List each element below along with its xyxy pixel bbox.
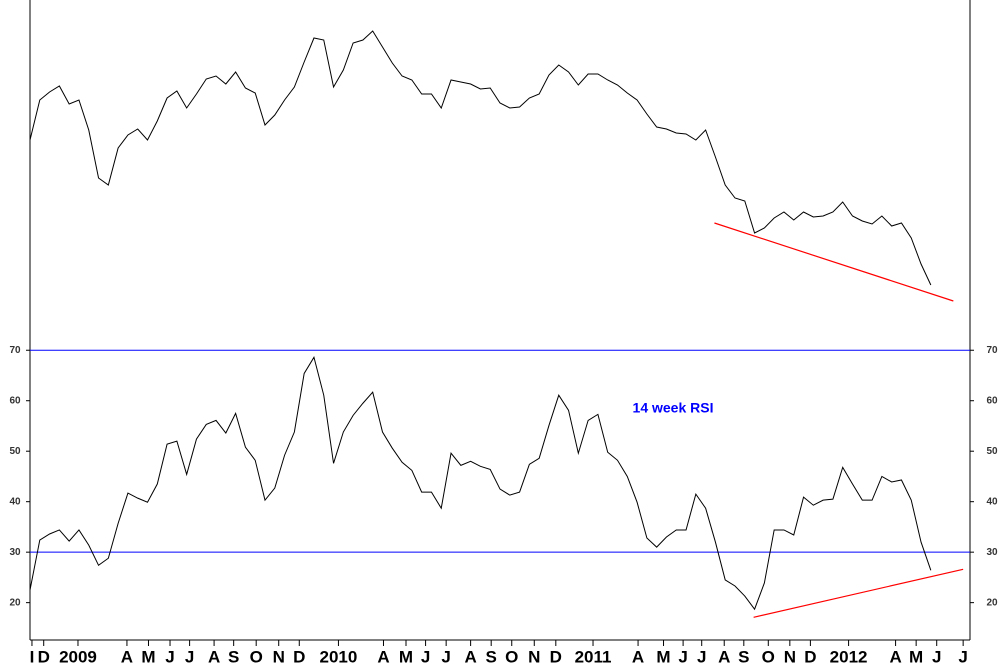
x-tick-label: O [505,647,518,666]
x-tick-label: A [632,647,644,666]
x-tick-label: S [486,647,497,666]
x-tick-label: N [528,647,540,666]
price-line [29,30,932,286]
x-tick-label: J [958,647,967,666]
y-tick-label-right: 60 [986,395,998,406]
x-tick-label: J [697,647,706,666]
x-tick-label: J [678,647,687,666]
x-tick-label: S [228,647,239,666]
x-tick-label: J [441,647,450,666]
x-tick-label: S [738,647,749,666]
y-tick-label: 20 [9,597,21,608]
x-tick-label: A [377,647,389,666]
x-tick-label: I [30,647,35,666]
x-tick-label: A [208,647,220,666]
x-tick-label: O [250,647,263,666]
y-tick-label: 40 [9,496,21,507]
annotation: 14 week RSI [633,400,714,416]
x-tick-label: J [185,647,194,666]
y-tick-label: 50 [9,446,21,457]
x-tick-label: N [784,647,796,666]
x-tick-label: D [550,647,562,666]
x-tick-label: A [889,647,901,666]
x-tick-label: M [141,647,155,666]
x-tick-label: A [464,647,476,666]
x-tick-label: 2009 [59,647,97,666]
x-tick-label: A [121,647,133,666]
y-tick-label-right: 50 [986,446,998,457]
y-tick-label: 60 [9,395,21,406]
x-tick-label: J [932,647,941,666]
x-tick-label: 2011 [575,647,612,666]
x-tick-label: D [293,647,305,666]
x-tick-label: O [762,647,775,666]
x-tick-label: 2010 [320,647,358,666]
x-tick-label: J [421,647,430,666]
x-tick-label: M [909,647,923,666]
price-line [29,356,932,611]
trend-line [753,568,964,618]
y-tick-label-right: 20 [986,597,998,608]
x-tick-label: M [399,647,413,666]
y-tick-label-right: 30 [986,547,998,558]
y-tick-label-right: 40 [986,496,998,507]
y-tick-label: 70 [9,345,21,356]
x-tick-label: D [804,647,816,666]
y-tick-label: 30 [9,547,21,558]
x-tick-label: N [273,647,285,666]
x-tick-label: 2012 [830,647,868,666]
y-tick-label-right: 70 [986,345,998,356]
x-tick-label: M [656,647,670,666]
x-tick-label: J [165,647,174,666]
x-tick-label: A [718,647,730,666]
x-tick-label: D [38,647,50,666]
trend-line [714,222,954,302]
